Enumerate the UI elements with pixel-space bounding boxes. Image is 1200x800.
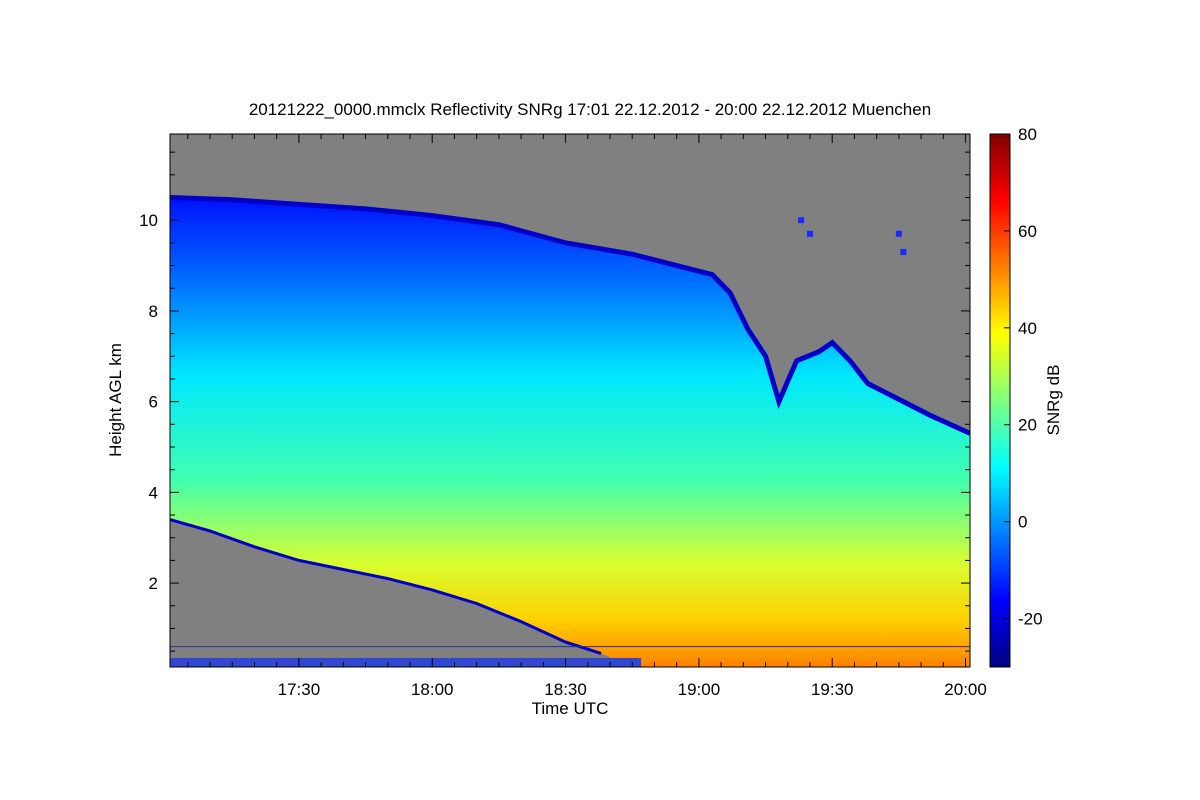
colorbar-gradient [989, 133, 1011, 668]
y-tick-label: 8 [149, 302, 158, 321]
y-axis-label: Height AGL km [106, 343, 125, 457]
colorbar-tick-label: 0 [1018, 513, 1027, 532]
colorbar-tick-label: 60 [1018, 222, 1037, 241]
y-tick-label: 4 [149, 483, 158, 502]
x-tick-label: 19:00 [678, 680, 721, 699]
x-tick-label: 18:30 [544, 680, 587, 699]
chart-title: 20121222_0000.mmclx Reflectivity SNRg 17… [249, 100, 931, 119]
isolated-echo [895, 230, 902, 237]
colorbar-tick-label: 40 [1018, 319, 1037, 338]
x-tick-label: 18:00 [411, 680, 454, 699]
isolated-echo [807, 230, 813, 237]
x-tick-label: 20:00 [944, 680, 987, 699]
x-axis: 17:30 18:00 18:30 19:00 19:30 20:00 [187, 134, 987, 699]
colorbar: -20 0 20 40 60 80 [989, 125, 1043, 668]
echo-region [170, 197, 970, 667]
colorbar-tick-label: 80 [1018, 125, 1037, 144]
plot-frame [169, 133, 971, 668]
y-tick-label: 6 [149, 393, 158, 412]
echo-top-edge [170, 195, 970, 436]
y-tick-label: 2 [149, 574, 158, 593]
colorbar-tick-label: 20 [1018, 416, 1037, 435]
plot-area [169, 133, 971, 668]
x-tick-label: 17:30 [278, 680, 321, 699]
surface-clutter [170, 657, 642, 667]
isolated-echo [798, 217, 805, 224]
y-axis: 2 4 6 8 10 [139, 151, 970, 652]
colorbar-tick-label: -20 [1018, 610, 1043, 629]
x-axis-label: Time UTC [532, 699, 609, 718]
y-tick-label: 10 [139, 211, 158, 230]
colorbar-label: SNRg dB [1044, 365, 1063, 436]
echo-base-edge [170, 518, 602, 655]
x-tick-label: 19:30 [811, 680, 854, 699]
isolated-echo [900, 248, 907, 255]
